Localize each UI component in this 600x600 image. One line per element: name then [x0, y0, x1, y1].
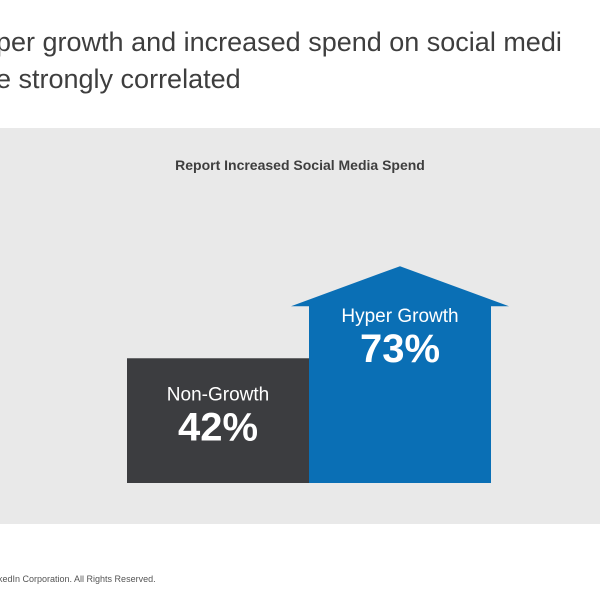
data-label: 42%	[178, 405, 258, 449]
chart-title: Report Increased Social Media Spend	[175, 157, 425, 173]
category-label: Non-Growth	[167, 384, 269, 405]
bar-hyper-growth	[291, 266, 509, 483]
headline-line-1: per growth and increased spend on social…	[0, 27, 562, 57]
copyright-footer: kedIn Corporation. All Rights Reserved.	[0, 574, 156, 584]
bar-non-growth	[127, 358, 309, 483]
slide-headline: per growth and increased spend on social…	[0, 24, 600, 98]
data-label: 73%	[360, 327, 440, 371]
headline-line-2: e strongly correlated	[0, 64, 241, 94]
category-label: Hyper Growth	[341, 306, 458, 327]
